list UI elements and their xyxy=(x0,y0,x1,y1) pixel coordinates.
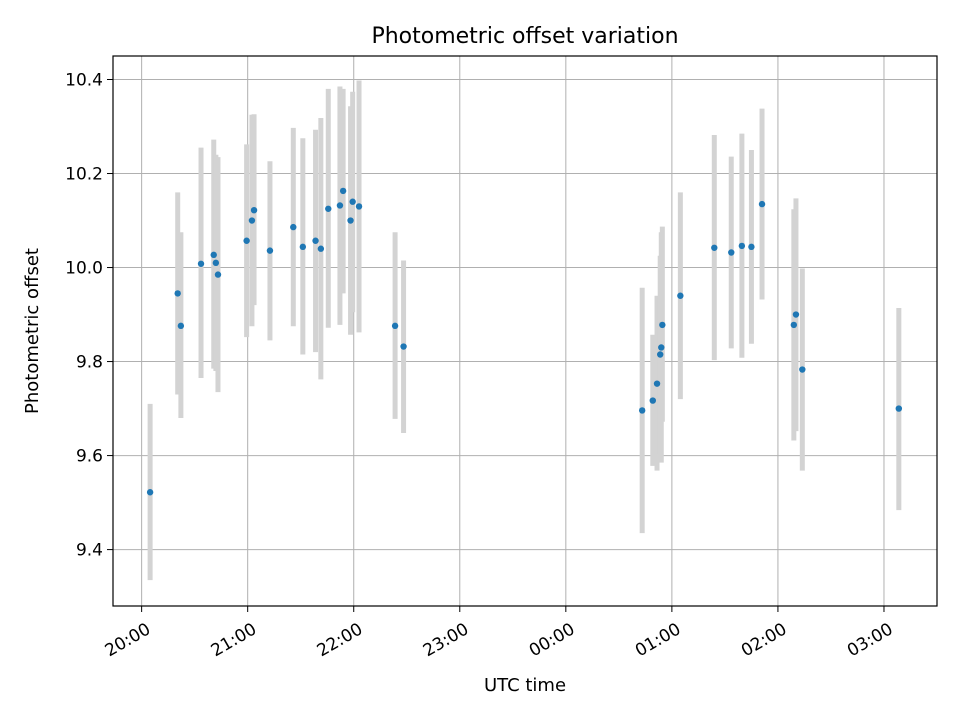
data-point xyxy=(290,223,297,231)
data-point xyxy=(649,397,656,404)
data-point xyxy=(391,322,399,330)
y-axis-label: Photometric offset xyxy=(22,248,43,414)
data-point xyxy=(738,242,746,250)
data-point xyxy=(177,322,185,330)
data-point xyxy=(347,217,354,224)
data-point xyxy=(146,489,154,496)
data-point xyxy=(339,187,347,195)
data-point xyxy=(299,243,307,251)
data-point xyxy=(657,351,664,358)
plot-area xyxy=(112,55,938,607)
data-point xyxy=(659,321,666,329)
data-point xyxy=(336,202,344,209)
data-point xyxy=(197,260,205,267)
data-point xyxy=(214,271,222,278)
y-tick-label: 10.2 xyxy=(65,165,103,185)
data-point xyxy=(400,343,407,350)
data-point xyxy=(677,292,684,299)
y-tick-label: 10.0 xyxy=(65,259,103,279)
data-point xyxy=(250,206,258,214)
data-point xyxy=(248,217,256,224)
data-point xyxy=(317,245,325,252)
y-tick-label: 9.4 xyxy=(76,541,103,561)
data-point xyxy=(174,290,181,297)
data-point xyxy=(638,407,646,414)
data-point xyxy=(748,243,755,251)
data-point xyxy=(243,237,250,244)
data-point xyxy=(266,247,274,254)
data-point xyxy=(212,259,220,267)
data-points xyxy=(146,187,903,496)
y-axis-ticks: 9.4 9.6 9.8 10.0 10.2 10.4 xyxy=(65,71,113,561)
data-point xyxy=(758,200,766,208)
data-point xyxy=(312,237,319,244)
data-point xyxy=(658,344,665,351)
y-tick-label: 9.6 xyxy=(76,447,103,467)
y-tick-label: 9.8 xyxy=(76,353,103,373)
data-point xyxy=(790,321,798,329)
y-tick-label: 10.4 xyxy=(65,71,103,91)
data-point xyxy=(355,203,363,210)
data-point xyxy=(711,244,718,251)
data-point xyxy=(799,366,806,373)
x-axis-label: UTC time xyxy=(484,675,566,696)
data-point xyxy=(653,380,661,387)
chart-title: Photometric offset variation xyxy=(371,24,678,49)
data-point xyxy=(792,311,800,318)
data-point xyxy=(728,249,735,256)
data-point xyxy=(210,251,217,259)
data-point xyxy=(325,205,332,212)
data-point xyxy=(895,405,903,412)
plot-frame xyxy=(112,55,938,607)
data-point xyxy=(349,198,356,205)
